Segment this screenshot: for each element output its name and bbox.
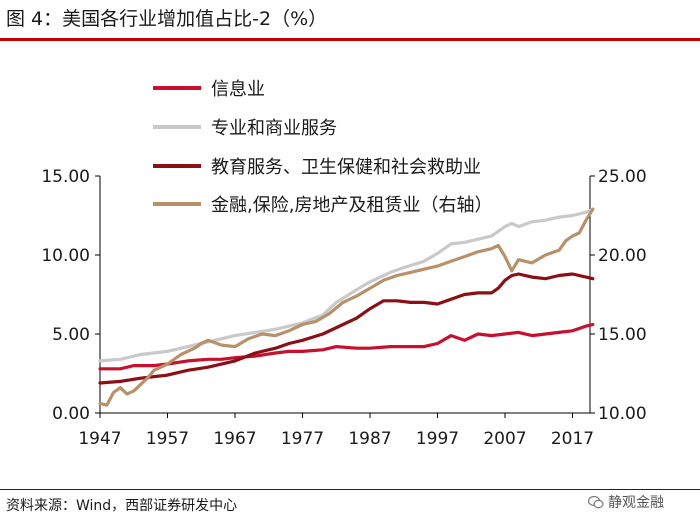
legend-label-2: 教育服务、卫生保健和社会救助业 — [211, 157, 481, 178]
series-line-2 — [98, 272, 595, 385]
series-lines — [98, 207, 595, 407]
source-note: 资料来源：Wind，西部证券研发中心 — [6, 498, 238, 514]
watermark-text: 静观金融 — [608, 495, 664, 511]
left-tick-label: 5.00 — [52, 325, 90, 345]
x-tick-label: 1957 — [146, 429, 189, 449]
right-tick-label: 10.00 — [598, 404, 647, 424]
legend-label-3: 金融,保险,房地产及租赁业（右轴） — [211, 195, 492, 216]
wechat-icon — [588, 495, 604, 509]
x-tick-label: 1997 — [416, 429, 459, 449]
series-line-1 — [98, 207, 595, 363]
right-tick-label: 20.00 — [598, 246, 647, 266]
x-tick-label: 1947 — [78, 429, 121, 449]
legend-label-1: 专业和商业服务 — [211, 118, 337, 139]
chart-title: 图 4：美国各行业增加值占比-2（%） — [6, 8, 328, 30]
right-tick-label: 25.00 — [598, 167, 647, 187]
legend-label-0: 信息业 — [211, 79, 265, 100]
series-line-0 — [98, 322, 595, 371]
x-tick-label: 2017 — [551, 429, 594, 449]
x-tick-label: 1987 — [348, 429, 391, 449]
x-tick-label: 2007 — [483, 429, 526, 449]
legend: 信息业专业和商业服务教育服务、卫生保健和社会救助业金融,保险,房地产及租赁业（右… — [153, 79, 492, 216]
series-line-3 — [98, 207, 595, 407]
right-tick-label: 15.00 — [598, 325, 647, 345]
left-tick-label: 0.00 — [52, 404, 90, 424]
x-tick-label: 1977 — [281, 429, 324, 449]
left-tick-label: 15.00 — [41, 167, 90, 187]
left-tick-label: 10.00 — [41, 246, 90, 266]
x-tick-label: 1967 — [213, 429, 256, 449]
watermark: 静观金融 — [588, 492, 664, 512]
line-chart: 0.00 5.00 10.00 15.00 10.00 15.00 20.00 25.00 19… — [41, 79, 647, 449]
title-divider — [0, 38, 700, 41]
footer-divider — [0, 489, 700, 490]
